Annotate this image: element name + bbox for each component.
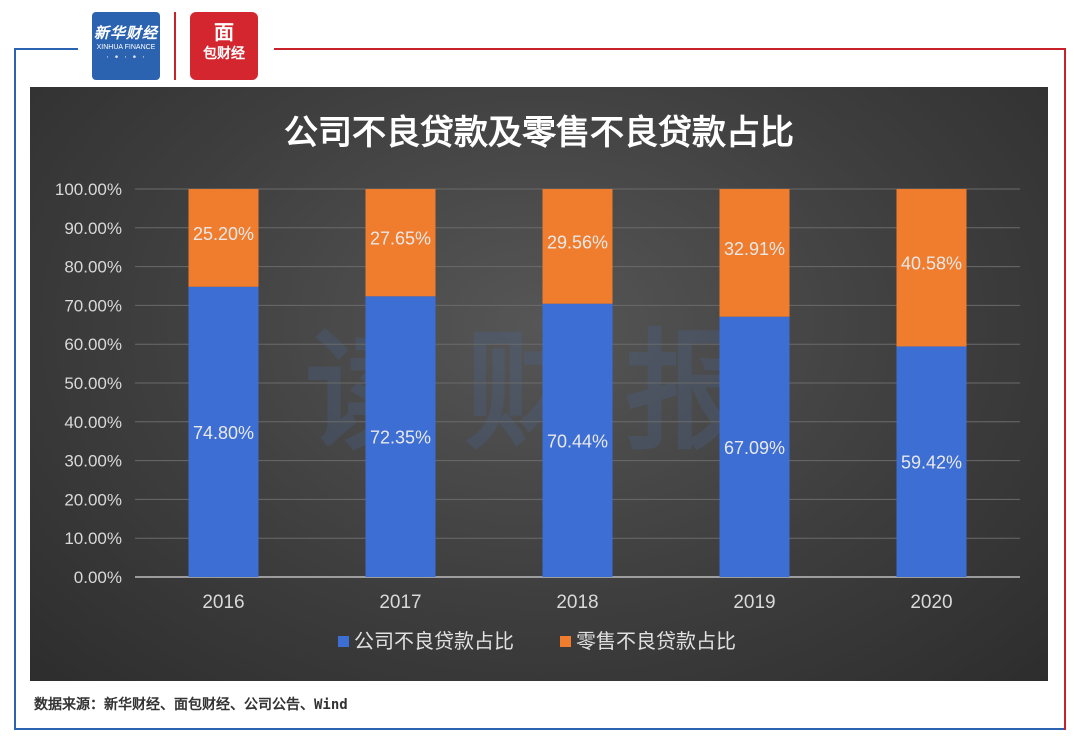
bar-corporate-npl [896, 346, 967, 577]
xinhua-logo-en: XINHUA FINANCE [96, 44, 156, 51]
data-label: 25.20% [193, 224, 254, 244]
legend-corporate-npl-swatch [338, 636, 349, 647]
data-label: 74.80% [193, 423, 254, 443]
y-tick-label: 0.00% [74, 568, 122, 587]
x-tick-label: 2017 [379, 592, 421, 613]
y-tick-label: 50.00% [64, 374, 122, 393]
bar-retail-npl [188, 189, 259, 287]
mianbao-logo-bottom: 包财经 [203, 46, 245, 62]
stacked-bar-chart: 公司不良贷款及零售不良贷款占比读财报0.00%10.00%20.00%30.00… [55, 113, 1020, 653]
xinhua-finance-logo: 新华财经 XINHUA FINANCE · • · • · [92, 12, 160, 80]
y-tick-label: 60.00% [64, 335, 122, 354]
bar-retail-npl [542, 189, 613, 304]
data-label: 32.91% [724, 239, 785, 259]
y-tick-label: 100.00% [55, 180, 122, 199]
bar-retail-npl [896, 189, 967, 347]
frame-left-blue [14, 48, 16, 730]
frame-right-red [1064, 48, 1066, 730]
xinhua-logo-cn: 新华财经 [93, 24, 158, 42]
chart-title: 公司不良贷款及零售不良贷款占比 [284, 113, 794, 153]
x-tick-label: 2018 [556, 592, 598, 613]
data-label: 40.58% [901, 254, 962, 274]
logo-separator [174, 12, 176, 80]
legend-retail-npl-label: 零售不良贷款占比 [576, 629, 736, 653]
bar-corporate-npl [188, 286, 259, 577]
x-tick-label: 2016 [202, 592, 244, 613]
y-tick-label: 30.00% [64, 452, 122, 471]
frame-top-left-blue [14, 48, 78, 50]
data-label: 29.56% [547, 232, 608, 252]
data-source-note: 数据来源：新华财经、面包财经、公司公告、Wind [34, 697, 348, 713]
y-tick-label: 10.00% [64, 529, 122, 548]
data-label: 59.42% [901, 453, 962, 473]
chart-panel: 公司不良贷款及零售不良贷款占比读财报0.00%10.00%20.00%30.00… [30, 87, 1048, 681]
dots-pattern-icon: · • · • · [106, 53, 146, 63]
y-tick-label: 80.00% [64, 258, 122, 277]
bar-retail-npl [365, 189, 436, 297]
y-tick-label: 90.00% [64, 219, 122, 238]
data-label: 70.44% [547, 431, 608, 451]
y-tick-label: 40.00% [64, 413, 122, 432]
legend-corporate-npl-label: 公司不良贷款占比 [354, 629, 514, 653]
x-tick-label: 2019 [733, 592, 775, 613]
bar-corporate-npl [719, 316, 790, 577]
y-tick-label: 20.00% [64, 490, 122, 509]
frame-top-right-red [274, 48, 1066, 50]
mianbao-logo-top: 面 [214, 20, 234, 44]
mianbao-finance-logo: 面 包财经 [190, 12, 258, 80]
frame-bottom-blue [14, 728, 1066, 730]
x-tick-label: 2020 [910, 592, 952, 613]
y-tick-label: 70.00% [64, 296, 122, 315]
bar-retail-npl [719, 189, 790, 317]
bar-corporate-npl [542, 303, 613, 577]
data-label: 72.35% [370, 428, 431, 448]
data-label: 67.09% [724, 438, 785, 458]
data-label: 27.65% [370, 229, 431, 249]
legend-retail-npl-swatch [560, 636, 571, 647]
bar-corporate-npl [365, 296, 436, 577]
